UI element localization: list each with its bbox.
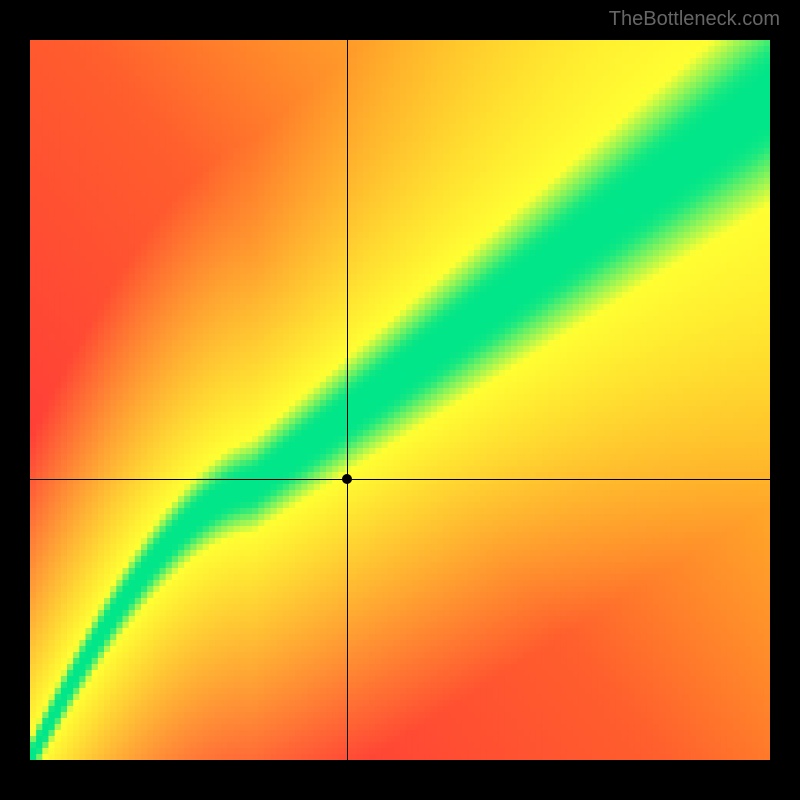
heatmap-canvas <box>30 40 770 760</box>
crosshair-horizontal <box>30 479 770 480</box>
bottleneck-heatmap <box>30 40 770 760</box>
crosshair-marker <box>342 474 352 484</box>
crosshair-vertical <box>347 40 348 760</box>
watermark-text: TheBottleneck.com <box>609 8 780 31</box>
